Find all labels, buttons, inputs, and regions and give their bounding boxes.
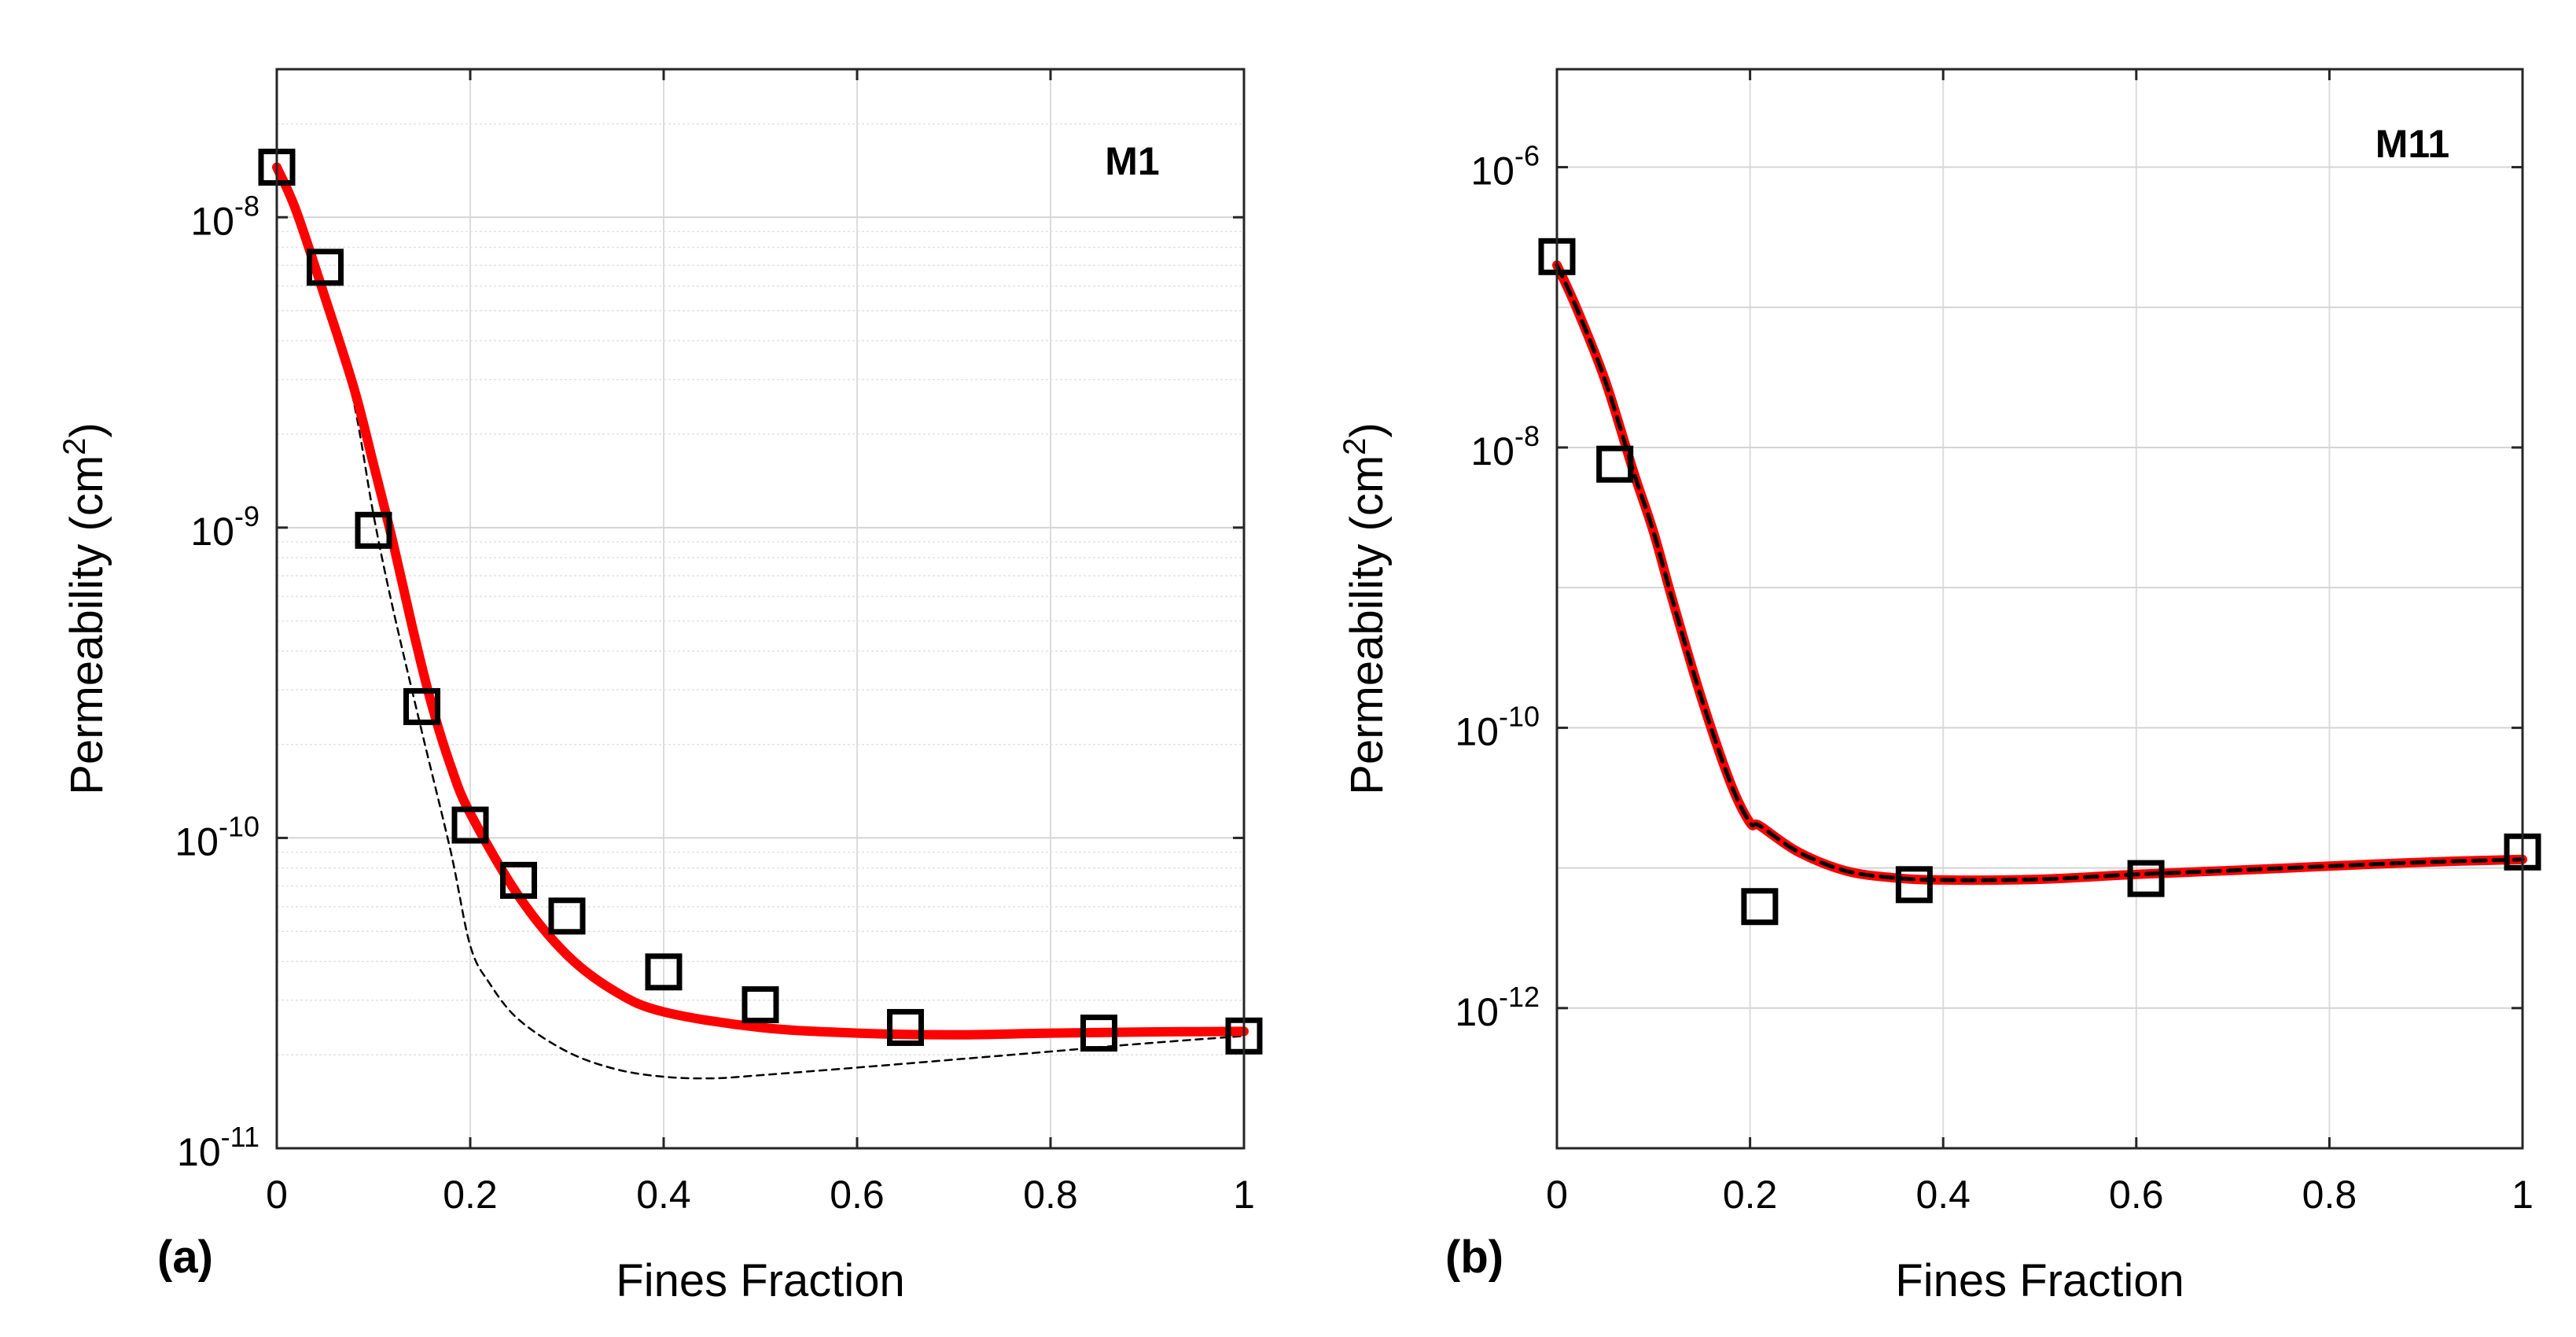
y-axis-label-text: Permeability (cm [61,455,112,795]
y-axis-label-text: Permeability (cm [1341,455,1393,795]
x-tick-label: 0.4 [636,1173,691,1217]
y-axis-label-superscript: 2 [1338,438,1372,455]
x-tick-label: 0.6 [830,1173,885,1217]
data-point-marker [887,1008,924,1046]
axes-box [1555,68,2524,1150]
y-tick-label: 10-12 [1455,981,1540,1034]
y-tick-label: 10-10 [1455,700,1540,753]
data-point-marker [645,953,683,991]
y-tick-label-exponent: -10 [1499,700,1540,732]
data-point-marker [403,687,440,725]
x-tick-label: 0.2 [443,1173,498,1217]
y-axis-label-superscript: 2 [57,438,92,455]
data-point-marker [742,986,779,1024]
y-tick-label-base: 10 [1455,709,1499,753]
data-point-marker [307,249,344,286]
y-tick-label-exponent: -12 [1499,981,1540,1013]
x-tick-label: 0.8 [2302,1173,2357,1217]
data-point-marker [2127,860,2165,897]
chart-title: M11 [2375,122,2450,166]
y-tick-label-exponent: -8 [1514,420,1540,452]
y-tick-label-base: 10 [1470,149,1514,193]
y-axis-label-close: ) [1341,422,1393,437]
y-axis-label-close: ) [61,422,112,437]
plot-area [277,69,1244,1148]
y-tick-label-exponent: -8 [234,190,259,222]
y-tick-label: 10-9 [190,500,259,554]
y-axis-label: Permeability (cm2) [57,422,112,794]
y-tick-label: 10-11 [177,1121,259,1174]
data-point-marker [1895,866,1933,904]
data-point-marker [1596,445,1634,483]
x-tick-label: 0.2 [1723,1173,1778,1217]
x-tick-label: 0.8 [1023,1173,1078,1217]
data-point-marker [1741,888,1779,926]
axes-box [275,68,1246,1150]
y-tick-label-base: 10 [177,1130,221,1174]
plot-area [1557,69,2523,1148]
grid [276,69,1245,1149]
y-tick-label-exponent: -10 [219,810,259,842]
series-reference-line [275,166,1246,1080]
x-axis-label: Fines Fraction [616,1255,904,1306]
y-axis-label: Permeability (cm2) [1338,422,1393,794]
data-point-marker [355,511,392,549]
series-model-line [272,162,1249,1040]
x-tick-label: 0.4 [1915,1173,1971,1217]
y-tick-label: 10-8 [1470,420,1540,473]
x-tick-label: 1 [2512,1173,2534,1217]
x-tick-label: 0.6 [2109,1173,2164,1217]
y-tick-label-base: 10 [190,199,234,243]
y-tick-label-exponent: -6 [1514,140,1540,172]
y-tick-label-base: 10 [190,510,234,554]
series-reference-line [1555,263,2525,882]
chart-title: M1 [1105,139,1159,183]
panel-label: (b) [1445,1232,1503,1283]
x-tick-label: 0 [1546,1173,1568,1217]
data-point-marker [1080,1015,1117,1052]
y-tick-label: 10-8 [190,190,259,243]
y-tick-label-base: 10 [1470,429,1514,473]
y-tick-label-exponent: -9 [234,500,259,532]
y-tick-label-exponent: -11 [221,1121,259,1153]
x-tick-label: 1 [1233,1173,1255,1217]
x-axis-label: Fines Fraction [1895,1255,2184,1306]
data-point-marker [548,897,586,935]
data-point-marker [500,861,537,899]
y-tick-label-base: 10 [1455,990,1499,1034]
y-tick-label: 10-6 [1470,140,1540,193]
panel-label: (a) [157,1232,213,1283]
x-tick-label: 0 [266,1173,288,1217]
chart-panel-a: 0 0.2 0.4 0.6 0.8 110-1110-1010-910-8M1Fines … [57,68,1263,1306]
y-tick-label-base: 10 [175,820,219,864]
data-point-marker [451,806,489,844]
y-tick-label: 10-10 [175,810,259,864]
